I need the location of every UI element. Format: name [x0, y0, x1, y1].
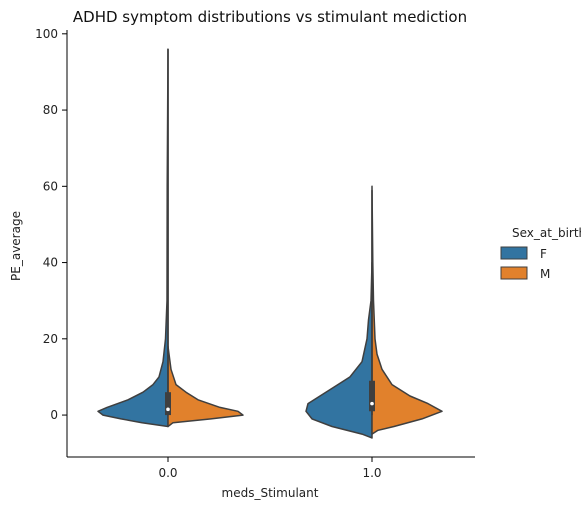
x-axis-title: meds_Stimulant [222, 486, 319, 500]
x-tick-label: 1.0 [362, 466, 381, 480]
y-tick-label: 20 [43, 332, 58, 346]
violin-half-F-0.0 [97, 48, 169, 428]
violin-half-M-0.0 [167, 345, 244, 428]
plot-area [97, 48, 443, 439]
y-tick-label: 0 [50, 408, 58, 422]
box-iqr [369, 380, 375, 412]
legend-label-F: F [540, 247, 547, 261]
legend-title: Sex_at_birth [512, 226, 581, 240]
violin-half-F-1.0 [305, 261, 373, 439]
x-tick-label: 0.0 [158, 466, 177, 480]
legend: Sex_at_birth FM [500, 226, 581, 281]
x-axis: 0.0 1.0 [67, 456, 475, 480]
violin-half-M-1.0 [371, 185, 443, 435]
y-axis-title: PE_average [9, 211, 23, 281]
box-median [166, 407, 170, 412]
y-tick-label: 80 [43, 103, 58, 117]
box-median [370, 401, 374, 406]
y-tick-label: 40 [43, 256, 58, 270]
legend-label-M: M [540, 267, 550, 281]
legend-swatch-F [500, 246, 528, 260]
legend-swatch-M [500, 266, 528, 280]
y-tick-label: 100 [35, 27, 58, 41]
box-iqr [165, 392, 171, 416]
y-tick-label: 60 [43, 179, 58, 193]
y-axis: 0 20 40 60 80 100 [35, 27, 68, 457]
chart-title: ADHD symptom distributions vs stimulant … [73, 8, 467, 26]
